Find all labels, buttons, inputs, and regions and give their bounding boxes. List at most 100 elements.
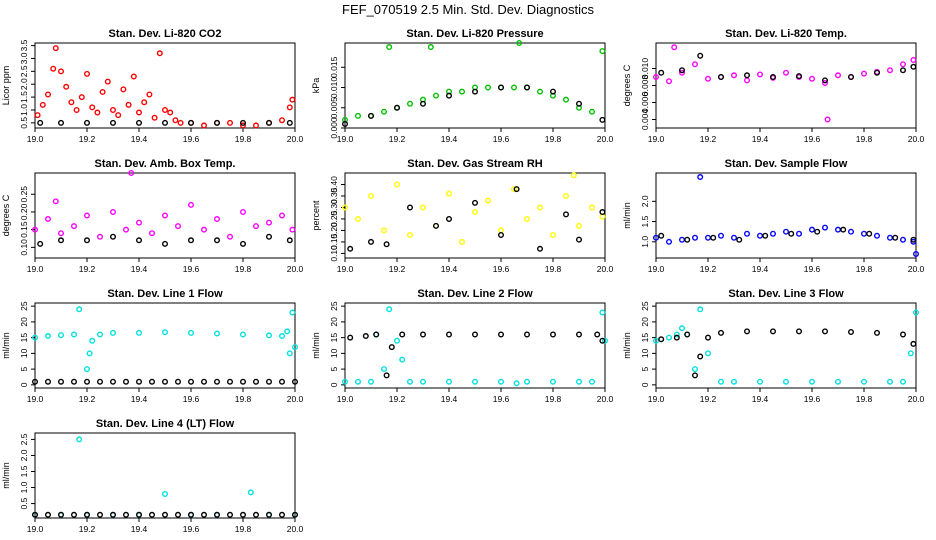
chart-8-series-2-point bbox=[599, 337, 606, 344]
chart-10-ytick-label: 2.0 bbox=[19, 449, 29, 461]
chart-4-series-2-point bbox=[37, 240, 44, 247]
chart-1-ytick-label: 3.5 bbox=[19, 39, 29, 51]
chart-5-ytick-label: 0.15 bbox=[329, 233, 339, 250]
chart-10-series-2-point bbox=[200, 511, 207, 518]
chart-2-series-2-point bbox=[394, 104, 401, 111]
chart-4-series-1-point bbox=[279, 212, 286, 219]
chart-7-xtick-label: 19.4 bbox=[131, 394, 148, 404]
chart-8-series-1-point bbox=[342, 378, 349, 385]
chart-9-series-1-point bbox=[653, 337, 660, 344]
chart-4-ytick-label: 0.20 bbox=[19, 203, 29, 220]
chart-4-series-1-point bbox=[187, 201, 194, 208]
chart-3-series-1-point bbox=[705, 75, 712, 82]
chart-4-series-1-point bbox=[96, 233, 103, 240]
chart-2-series-1-point bbox=[381, 108, 388, 115]
chart-6-series-1-point bbox=[744, 230, 751, 237]
chart-3-series-2-point bbox=[822, 77, 829, 84]
chart-9-series-1-point bbox=[900, 378, 907, 385]
chart-9-series-1-point bbox=[705, 350, 712, 357]
chart-5-series-2-point bbox=[576, 236, 583, 243]
chart-6-series-1-point bbox=[910, 238, 917, 245]
chart-7-ylabel: ml/min bbox=[1, 332, 11, 359]
chart-6-series-1-point bbox=[822, 224, 829, 231]
chart-1-series-1-point bbox=[200, 122, 207, 129]
chart-3-series-2-point bbox=[848, 73, 855, 80]
chart-9-series-1-point bbox=[913, 309, 920, 316]
chart-5-series-2-point bbox=[383, 241, 390, 248]
chart-9-ytick-label: 10 bbox=[640, 348, 650, 358]
chart-7-ytick-label: 25 bbox=[19, 301, 29, 311]
chart-8-series-1-point bbox=[446, 378, 453, 385]
chart-3-xtick-label: 19.2 bbox=[700, 134, 717, 144]
chart-10-ytick-label: 1.0 bbox=[19, 481, 29, 493]
chart-7-series-1-point bbox=[58, 332, 65, 339]
chart-1-series-1-point bbox=[45, 91, 52, 98]
chart-6-series-2-point bbox=[736, 236, 743, 243]
chart-4-ytick-label: 0.10 bbox=[19, 239, 29, 256]
chart-4-xtick-label: 19.2 bbox=[79, 264, 96, 274]
chart-9-series-1-point bbox=[757, 378, 764, 385]
chart-1-series-2-point bbox=[213, 119, 220, 126]
chart-2-series-1-point bbox=[537, 88, 544, 95]
chart-8-series-1-point bbox=[420, 378, 427, 385]
chart-1-series-1-point bbox=[52, 45, 59, 52]
chart-6-series-1-point bbox=[796, 230, 803, 237]
chart-9-ytick-label: 5 bbox=[640, 366, 650, 371]
chart-10-xtick-label: 19.6 bbox=[183, 524, 200, 534]
chart-7-xtick-label: 19.6 bbox=[183, 394, 200, 404]
chart-6-series-2-point bbox=[762, 232, 769, 239]
chart-7-ytick-label: 5 bbox=[19, 366, 29, 371]
chart-10-series-2-point bbox=[292, 511, 299, 518]
chart-1-series-1-point bbox=[115, 112, 122, 119]
chart-6-series-2-point bbox=[658, 232, 665, 239]
chart-2-series-1-point bbox=[511, 84, 518, 91]
chart-7-series-2-point bbox=[200, 378, 207, 385]
chart-4-series-2-point bbox=[213, 237, 220, 244]
chart-3-series-1-point bbox=[822, 79, 829, 86]
chart-2-series-2-point bbox=[368, 112, 375, 119]
chart-6-series-1-point bbox=[874, 232, 881, 239]
chart-1-series-1-point bbox=[120, 86, 127, 93]
chart-5-series-2-point bbox=[433, 222, 440, 229]
chart-3-series-2-point bbox=[874, 69, 881, 76]
chart-10-series-2-point bbox=[279, 511, 286, 518]
chart-6-series-1-point bbox=[913, 250, 920, 257]
chart-5-ytick-label: 0.30 bbox=[329, 199, 339, 216]
chart-4-frame bbox=[34, 172, 296, 259]
chart-4-series-1-point bbox=[122, 226, 129, 233]
chart-4-series-1-point bbox=[239, 208, 246, 215]
chart-2-series-1-point bbox=[563, 96, 570, 103]
chart-4-ytick-label: 0.25 bbox=[19, 186, 29, 203]
chart-3-series-1-point bbox=[900, 61, 907, 68]
chart-4-series-2-point bbox=[109, 233, 116, 240]
chart-7-ytick-label: 20 bbox=[19, 317, 29, 327]
chart-6-xtick-label: 19.2 bbox=[700, 264, 717, 274]
chart-5-series-1-point bbox=[537, 204, 544, 211]
chart-5-xtick-label: 19.4 bbox=[441, 264, 458, 274]
chart-6-series-2-point bbox=[840, 226, 847, 233]
chart-6-series-2-point bbox=[788, 230, 795, 237]
chart-2-xtick-label: 20.0 bbox=[597, 134, 614, 144]
chart-7-series-1-point bbox=[96, 331, 103, 338]
chart-5-series-2-point bbox=[368, 238, 375, 245]
chart-8-series-1-point bbox=[576, 378, 583, 385]
chart-3-series-1-point bbox=[692, 61, 699, 68]
chart-5-series-2-point bbox=[537, 245, 544, 252]
chart-10-series-1-point bbox=[161, 490, 168, 497]
chart-7-series-1-point bbox=[89, 337, 96, 344]
chart-7-ytick-label: 0 bbox=[19, 382, 29, 387]
chart-5-series-1-point bbox=[381, 227, 388, 234]
chart-5-series-1-point bbox=[368, 192, 375, 199]
chart-9-series-1-point bbox=[861, 378, 868, 385]
chart-10-ylabel: ml/min bbox=[1, 462, 11, 489]
chart-4-xtick-label: 19.0 bbox=[27, 264, 44, 274]
chart-3-series-1-point bbox=[679, 69, 686, 76]
chart-9-series-2-point bbox=[697, 353, 704, 360]
chart-7-series-1-point bbox=[109, 329, 116, 336]
chart-6-xtick-label: 19.8 bbox=[856, 264, 873, 274]
chart-3-series-2-point bbox=[658, 69, 665, 76]
chart-5-series-1-point bbox=[576, 222, 583, 229]
chart-5-xtick-label: 19.8 bbox=[545, 264, 562, 274]
chart-7-series-1-point bbox=[76, 306, 83, 313]
